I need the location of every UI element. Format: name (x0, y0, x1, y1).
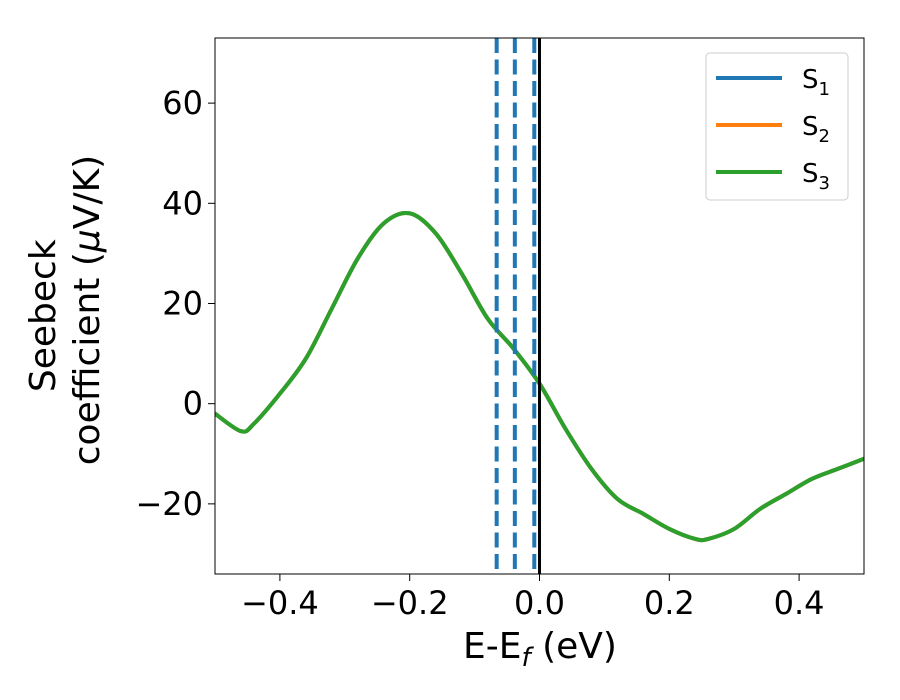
y-axis-label-line2: coefficient (μV/K) (67, 155, 108, 465)
y-tick-label: 0 (183, 385, 203, 423)
y-axis-label: Seebeck coefficient (μV/K) (23, 155, 108, 465)
y-tick-label: −20 (135, 485, 203, 523)
x-tick-label: 0.2 (644, 584, 695, 622)
legend-label-s1: S1 (802, 65, 830, 100)
x-axis-label: E-Ef (eV) (463, 626, 617, 673)
y-tick-label: 20 (162, 284, 203, 322)
legend-label-s3: S3 (802, 159, 830, 194)
x-tick-label: 0.4 (774, 584, 825, 622)
x-ticks: −0.4 −0.2 0.0 0.2 0.4 (241, 574, 825, 622)
y-axis-label-line1: Seebeck (23, 239, 64, 392)
legend-label-s2: S2 (802, 112, 830, 147)
y-tick-label: 40 (162, 184, 203, 222)
x-tick-label: 0.0 (514, 584, 565, 622)
x-tick-label: −0.2 (371, 584, 449, 622)
y-ticks: −20 0 20 40 60 (135, 84, 215, 523)
reference-lines (494, 38, 541, 574)
x-tick-label: −0.4 (241, 584, 319, 622)
legend: S1 S2 S3 (705, 52, 849, 201)
y-tick-label: 60 (162, 84, 203, 122)
